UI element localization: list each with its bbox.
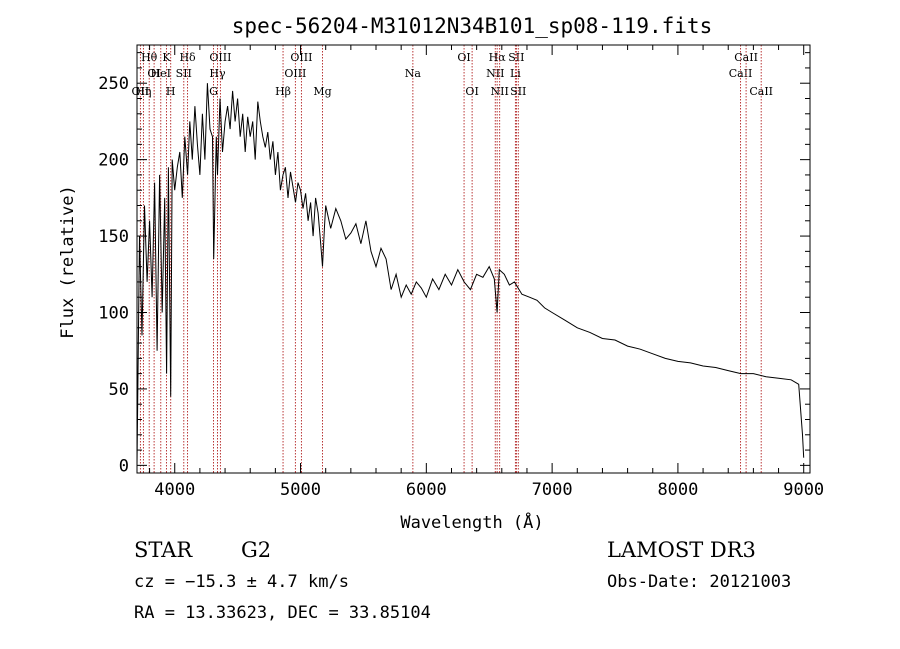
spectral-line-label: H [166, 85, 176, 98]
spectral-line-label: K [162, 51, 171, 64]
spectral-line-label: SII [508, 51, 524, 64]
survey-name: LAMOST DR3 [607, 538, 756, 562]
spectral-line-label: OI [465, 85, 478, 98]
spectral-line-label: CaII [749, 85, 773, 98]
spectral-line-label: G [209, 85, 218, 98]
spectral-line-label: Hθ [141, 51, 158, 64]
spectral-line-label: OIII [284, 67, 306, 80]
obs-date: Obs-Date: 20121003 [607, 572, 792, 592]
x-tick-label: 7000 [532, 480, 573, 500]
x-tick-label: 8000 [657, 480, 698, 500]
spectral-line-label: SII [176, 67, 192, 80]
object-subclass: G2 [241, 538, 272, 562]
spectral-line-label: NII [491, 85, 509, 98]
spectral-line-label: CaII [734, 51, 758, 64]
axis-ticks: 4000 5000 6000 7000 8000 9000 0 50 100 150 200 250 [98, 45, 824, 500]
spectrum-line [136, 83, 805, 466]
y-tick-label: 0 [119, 456, 129, 476]
spectral-line-label: OI [457, 51, 470, 64]
spectral-line-label: Li [510, 67, 521, 80]
sky-coordinates: RA = 13.33623, DEC = 33.85104 [134, 603, 431, 623]
y-tick-label: 250 [98, 74, 129, 94]
spectral-line-label: Hβ [275, 85, 291, 98]
spectral-line-label: OIII [209, 51, 231, 64]
spectral-line-label: Hγ [209, 67, 226, 80]
spectral-line-label: HeI [151, 67, 171, 80]
x-tick-label: 9000 [783, 480, 824, 500]
redshift-readout: cz = −15.3 ± 4.7 km/s [134, 572, 349, 592]
x-tick-label: 5000 [280, 480, 321, 500]
x-tick-label: 6000 [406, 480, 447, 500]
y-tick-label: 50 [109, 380, 129, 400]
y-tick-label: 200 [98, 151, 129, 171]
y-tick-label: 100 [98, 304, 129, 324]
spectral-line-label: SII [510, 85, 526, 98]
spectral-line-label: Hη [135, 85, 151, 98]
x-axis-label: Wavelength (Å) [400, 511, 543, 533]
y-tick-label: 150 [98, 227, 129, 247]
object-class: STAR [134, 538, 193, 562]
spectral-line-label: Na [405, 67, 422, 80]
spectral-line-label: Hα [489, 51, 507, 64]
y-axis-label: Flux (relative) [58, 185, 78, 339]
spectral-line-label: CaII [729, 67, 753, 80]
spectral-line-label: OIII [290, 51, 312, 64]
plot-frame [136, 44, 811, 474]
spectral-line-label: Hδ [179, 51, 196, 64]
spectral-line-label: Mg [313, 85, 331, 98]
chart-title: spec-56204-M31012N34B101_sp08-119.fits [232, 14, 712, 38]
spectral-line-label: OI [147, 67, 160, 80]
spectral-line-label: NII [486, 67, 504, 80]
spectral-line-label: OII [132, 85, 150, 98]
x-tick-label: 4000 [154, 480, 195, 500]
